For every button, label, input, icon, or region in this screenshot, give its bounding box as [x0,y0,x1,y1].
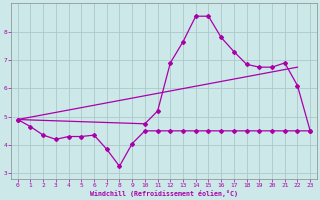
X-axis label: Windchill (Refroidissement éolien,°C): Windchill (Refroidissement éolien,°C) [90,190,238,197]
